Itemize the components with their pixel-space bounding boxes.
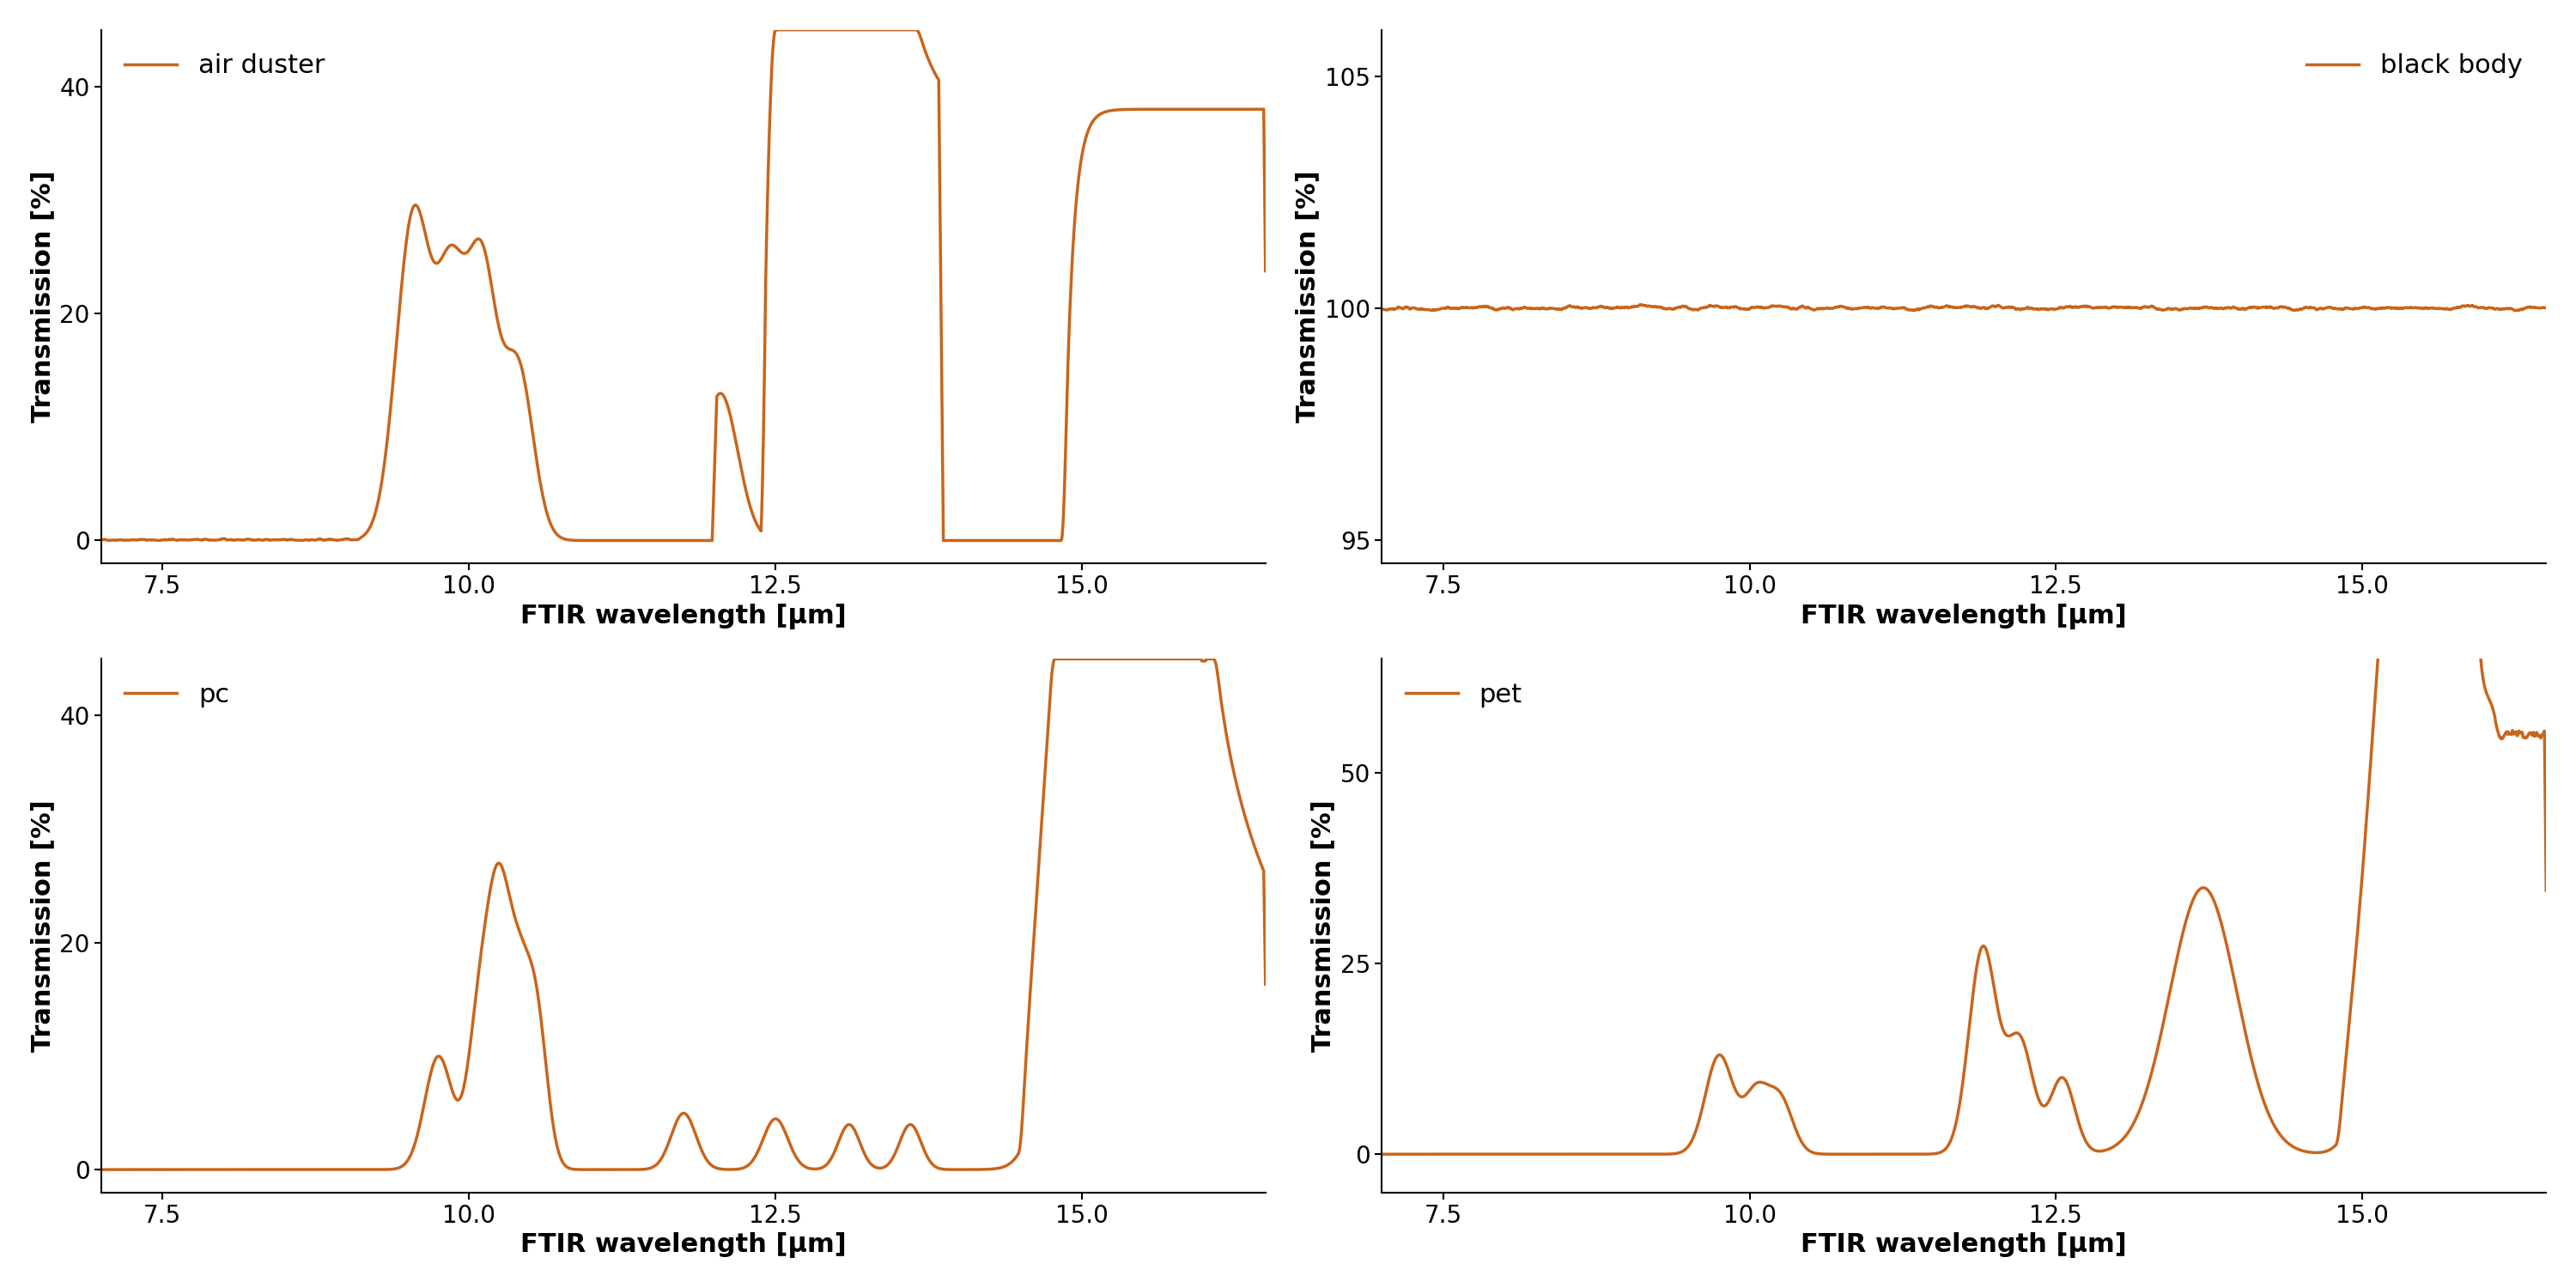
X-axis label: FTIR wavelength [μm]: FTIR wavelength [μm] bbox=[1801, 603, 2128, 629]
X-axis label: FTIR wavelength [μm]: FTIR wavelength [μm] bbox=[1801, 1233, 2128, 1258]
Y-axis label: Transmission [%]: Transmission [%] bbox=[31, 170, 54, 422]
Legend: air duster: air duster bbox=[113, 43, 335, 89]
Legend: pc: pc bbox=[113, 672, 240, 717]
Y-axis label: Transmission [%]: Transmission [%] bbox=[1296, 170, 1319, 422]
X-axis label: FTIR wavelength [μm]: FTIR wavelength [μm] bbox=[520, 603, 848, 629]
Legend: pet: pet bbox=[1396, 672, 1533, 717]
Legend: black body: black body bbox=[2295, 43, 2532, 89]
X-axis label: FTIR wavelength [μm]: FTIR wavelength [μm] bbox=[520, 1233, 848, 1258]
Y-axis label: Transmission [%]: Transmission [%] bbox=[1311, 800, 1334, 1052]
Y-axis label: Transmission [%]: Transmission [%] bbox=[31, 800, 54, 1052]
